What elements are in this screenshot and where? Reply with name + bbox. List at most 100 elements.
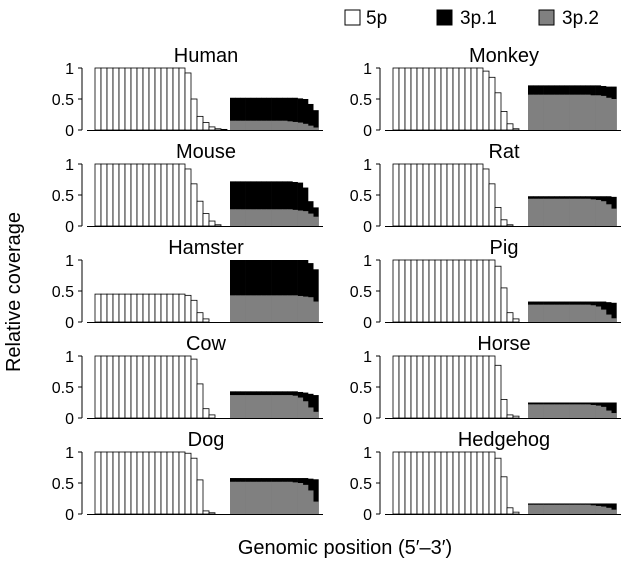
panel-title-human: Human [174, 45, 238, 67]
bar-5p-dog-11 [160, 451, 168, 515]
bar-3p2-dog-9 [276, 481, 283, 514]
bar-3p2-mouse-8 [271, 209, 278, 226]
bar-3p2-pig-14 [600, 309, 607, 322]
panel-title-cow: Cow [186, 333, 227, 355]
bar-5p-cow-13 [172, 355, 180, 419]
x-axis-label: Genomic position (5′–3′) [238, 537, 452, 559]
bar-3p1-hedgehog-16 [611, 503, 617, 514]
bar-3p2-monkey-9 [574, 94, 581, 130]
bar-3p2-hedgehog-0 [528, 504, 534, 514]
bar-5p-monkey-12 [464, 67, 472, 131]
bar-3p1-mouse-7 [266, 181, 272, 226]
bar-3p2-hamster-15 [308, 297, 314, 322]
bar-3p2-monkey-1 [533, 94, 539, 130]
panel-title-hedgehog: Hedgehog [458, 429, 550, 451]
bar-5p-horse-11 [458, 355, 466, 419]
y-tick-label-mouse-2: 1 [65, 157, 74, 174]
bar-3p1-human-1 [235, 97, 241, 130]
bar-5p-dog-15 [184, 452, 192, 515]
bar-5p-cow-19 [208, 414, 216, 419]
legend-item-3p1: 3p.1 [436, 8, 497, 29]
bar-3p1-hamster-13 [297, 260, 304, 322]
bar-3p2-monkey-7 [564, 94, 570, 130]
panel-title-pig: Pig [490, 237, 519, 259]
panel-title-mouse: Mouse [176, 141, 236, 163]
bar-3p1-human-4 [250, 97, 257, 130]
bar-3p2-cow-6 [261, 395, 267, 418]
bar-3p1-mouse-0 [230, 181, 236, 226]
bar-3p1-mouse-9 [276, 181, 283, 226]
y-tick-label-hedgehog-1: 0.5 [350, 476, 372, 493]
bar-3p1-hamster-4 [250, 260, 257, 322]
panel-pig: Pig 0 0.5 1 [350, 237, 621, 332]
bar-5p-mouse-12 [166, 163, 174, 227]
legend-label-3p2: 3p.2 [562, 8, 599, 29]
bar-3p2-horse-2 [538, 404, 544, 418]
bar-3p2-horse-15 [606, 410, 612, 418]
bar-3p1-human-11 [287, 97, 293, 130]
bar-3p2-cow-15 [308, 407, 314, 418]
bar-5p-cow-3 [112, 355, 120, 419]
bar-3p2-mouse-3 [245, 209, 252, 226]
bar-5p-pig-10 [452, 259, 460, 323]
bar-3p2-pig-4 [548, 304, 555, 322]
bar-3p2-cow-8 [271, 395, 278, 418]
bar-3p2-cow-1 [235, 395, 241, 418]
bar-5p-rat-10 [452, 163, 460, 227]
bar-5p-pig-1 [398, 259, 406, 323]
bar-3p2-dog-5 [256, 481, 262, 514]
bar-3p1-human-5 [256, 97, 262, 130]
bar-5p-mouse-9 [148, 163, 156, 227]
bar-5p-pig-5 [422, 259, 430, 323]
bar-5p-cow-5 [124, 355, 132, 419]
bar-5p-hamster-2 [106, 293, 114, 323]
bar-3p2-cow-3 [245, 395, 252, 418]
bar-5p-cow-14 [178, 355, 186, 419]
panel-title-rat: Rat [488, 141, 520, 163]
bar-5p-rat-16 [488, 183, 496, 227]
panel-horse: Horse 0 0.5 1 [350, 333, 621, 428]
bar-3p2-mouse-4 [250, 209, 257, 226]
bar-5p-horse-0 [392, 355, 400, 419]
bar-5p-rat-8 [440, 163, 448, 227]
bar-3p2-rat-2 [538, 198, 544, 226]
bar-5p-cow-1 [100, 355, 108, 419]
bar-5p-pig-0 [392, 259, 400, 323]
bar-5p-monkey-15 [482, 70, 490, 131]
bar-3p2-human-15 [308, 125, 314, 130]
bar-5p-human-15 [184, 72, 192, 131]
bar-5p-human-10 [154, 67, 162, 131]
bar-5p-hamster-4 [118, 293, 126, 323]
bar-5p-rat-3 [410, 163, 418, 227]
bar-3p2-human-7 [266, 120, 272, 130]
bar-3p2-dog-12 [292, 482, 298, 514]
bar-5p-horse-7 [434, 355, 442, 419]
bar-5p-dog-2 [106, 451, 114, 515]
bar-5p-mouse-5 [124, 163, 132, 227]
bar-3p2-pig-11 [585, 304, 591, 322]
bar-3p1-pig-15 [606, 302, 612, 322]
bar-5p-hedgehog-7 [434, 451, 442, 515]
bar-5p-dog-7 [136, 451, 144, 515]
bar-5p-human-17 [196, 115, 204, 131]
bar-5p-rat-13 [470, 163, 478, 227]
bar-5p-hedgehog-12 [464, 451, 472, 515]
bar-3p2-pig-3 [543, 304, 550, 322]
y-axis-label: Relative coverage [3, 212, 25, 372]
y-tick-label-hedgehog-2: 1 [363, 445, 372, 462]
panel-title-hamster: Hamster [168, 237, 244, 259]
bar-5p-mouse-20 [214, 224, 222, 227]
bar-3p1-mouse-4 [250, 181, 257, 226]
panel-human: Human 0 0.5 1 [52, 45, 323, 140]
bar-3p2-horse-4 [548, 404, 555, 418]
bar-5p-monkey-7 [434, 67, 442, 131]
bar-5p-monkey-11 [458, 67, 466, 131]
bar-5p-pig-20 [512, 318, 520, 323]
bar-3p2-hedgehog-11 [585, 504, 591, 514]
bar-5p-human-4 [118, 67, 126, 131]
bar-5p-monkey-0 [392, 67, 400, 131]
bar-3p1-human-16 [313, 110, 319, 130]
bar-3p2-rat-6 [559, 198, 565, 226]
bar-5p-monkey-14 [476, 67, 484, 131]
